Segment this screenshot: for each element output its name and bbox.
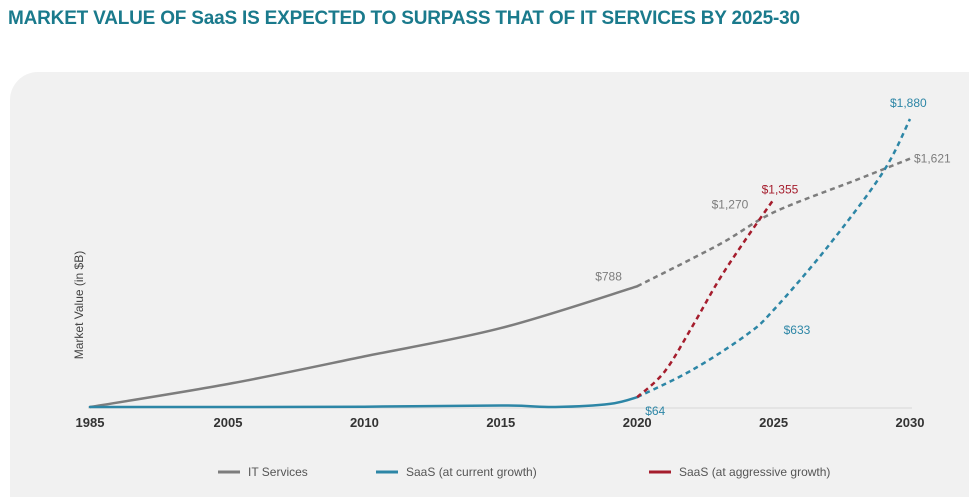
x-tick-label-2010: 2010 [350, 415, 379, 430]
series-line-saas-at-aggressive-growth-projected [636, 198, 775, 399]
data-label-it-services-2030: $1,621 [914, 152, 951, 166]
legend-item-saas-at-current-growth: SaaS (at current growth) [376, 465, 537, 479]
data-label-it-services-2020: $788 [595, 269, 622, 283]
x-tick-label-2015: 2015 [486, 415, 515, 430]
chart-panel [10, 72, 969, 497]
data-label-saas-at-current-growth-2025: $633 [784, 323, 811, 337]
x-tick-label-2025: 2025 [759, 415, 788, 430]
data-labels: $788 $1,270 $1,621 $64 $633 $1,880 $1,355 [595, 96, 951, 418]
legend-item-it-services: IT Services [218, 465, 308, 479]
series-line-it-services-actual [88, 285, 639, 409]
x-tick-label-2030: 2030 [896, 415, 925, 430]
legend-label: IT Services [248, 465, 308, 479]
data-label-it-services-2025: $1,270 [712, 197, 749, 211]
series-layer [88, 118, 912, 409]
series-line-it-services-projected [636, 157, 911, 288]
data-label-saas-at-aggressive-growth-2025: $1,355 [762, 182, 799, 196]
legend-label: SaaS (at current growth) [406, 465, 537, 479]
legend: IT Services SaaS (at current growth) SaaS … [218, 465, 830, 479]
series-line-saas-at-current-growth-projected [636, 118, 912, 399]
x-tick-label-1985: 1985 [76, 415, 105, 430]
x-tick-labels: 1985 2005 2010 2015 2020 2025 2030 [76, 415, 925, 430]
x-tick-label-2005: 2005 [214, 415, 243, 430]
x-tick-label-2020: 2020 [623, 415, 652, 430]
legend-label: SaaS (at aggressive growth) [679, 465, 830, 479]
data-label-saas-at-current-growth-2020: $64 [645, 404, 665, 418]
data-label-saas-at-current-growth-2030: $1,880 [890, 96, 927, 110]
chart-title: MARKET VALUE OF SaaS IS EXPECTED TO SURP… [8, 8, 800, 29]
series-line-saas-at-current-growth-actual [88, 395, 639, 409]
legend-item-saas-at-aggressive-growth: SaaS (at aggressive growth) [649, 465, 830, 479]
y-axis-label: Market Value (in $B) [72, 251, 86, 360]
